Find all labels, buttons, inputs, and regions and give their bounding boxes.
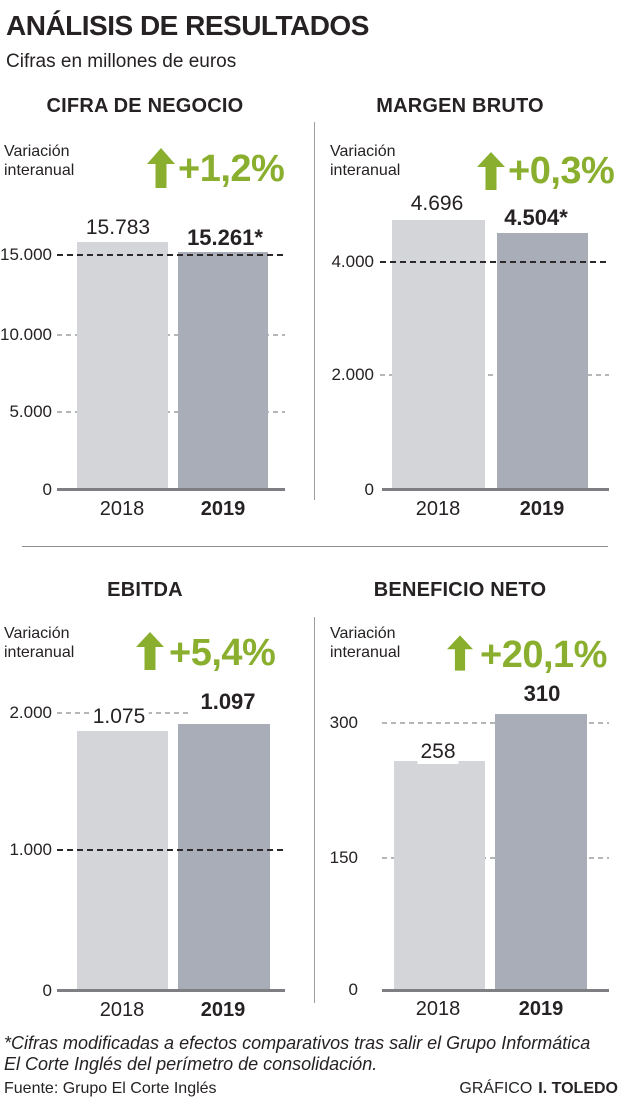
- variation-label: Variación interanual: [330, 625, 401, 661]
- page-title: ANÁLISIS DE RESULTADOS: [6, 10, 369, 41]
- vertical-divider-bottom: [314, 617, 315, 1003]
- y-tick: 150: [329, 848, 358, 867]
- variation-value: +1,2%: [178, 148, 285, 190]
- y-tick: 4.000: [331, 252, 374, 271]
- bar-2019: [178, 252, 268, 488]
- graphic-credit: GRÁFICO I. TOLEDO: [459, 1080, 618, 1098]
- gridline-5000: [57, 411, 285, 413]
- variation-label: Variación interanual: [4, 143, 75, 179]
- y-tick: 0: [42, 480, 52, 499]
- bar-2019: [497, 233, 588, 488]
- x-tick-2018: 2018: [415, 998, 461, 1020]
- gridline-4000: [380, 261, 609, 263]
- chart-title: CIFRA DE NEGOCIO: [46, 95, 244, 117]
- y-tick: 1.000: [9, 840, 52, 859]
- x-axis-baseline: [57, 488, 285, 491]
- x-axis-baseline: [382, 488, 609, 491]
- bar-2019: [178, 724, 270, 990]
- variation-value: +0,3%: [508, 150, 615, 192]
- arrow-up-icon: [147, 148, 175, 188]
- source-credit: Fuente: Grupo El Corte Inglés: [4, 1080, 217, 1097]
- y-tick: 0: [364, 480, 374, 499]
- y-tick: 10.000: [0, 325, 52, 344]
- y-tick: 5.000: [9, 402, 52, 421]
- variation-label: Variación interanual: [330, 143, 401, 179]
- x-axis-baseline: [382, 989, 609, 992]
- variation-value: +5,4%: [169, 632, 276, 674]
- vertical-divider-top: [314, 122, 315, 500]
- graphic-credit-name: I. TOLEDO: [538, 1080, 618, 1097]
- gridline-15000: [57, 254, 285, 256]
- value-label-2019: 4.504*: [501, 205, 571, 231]
- x-tick-2018: 2018: [99, 999, 145, 1021]
- chart-title: MARGEN BRUTO: [376, 95, 544, 117]
- x-tick-2019: 2019: [519, 498, 565, 520]
- x-axis-baseline: [57, 989, 285, 992]
- bar-2018: [392, 220, 485, 488]
- value-label-2018: 4.696: [407, 192, 467, 216]
- y-tick: 15.000: [0, 245, 52, 264]
- gridline-10000: [57, 334, 285, 336]
- value-label-2019: 310: [520, 681, 564, 707]
- bar-2018: [77, 242, 168, 488]
- chart-title: BENEFICIO NETO: [373, 579, 547, 601]
- y-tick: 0: [348, 980, 358, 999]
- x-tick-2019: 2019: [200, 999, 246, 1021]
- x-tick-2019: 2019: [518, 998, 564, 1020]
- value-label-2019: 1.097: [197, 689, 259, 715]
- variation-value: +20,1%: [480, 634, 607, 676]
- bar-2018: [77, 731, 168, 990]
- y-tick: 2.000: [331, 365, 374, 384]
- y-tick: 2.000: [9, 703, 52, 722]
- x-tick-2018: 2018: [415, 498, 461, 520]
- value-label-2019: 15.261*: [184, 225, 266, 251]
- graphic-credit-prefix: GRÁFICO: [459, 1080, 533, 1097]
- bar-2019: [495, 714, 587, 989]
- value-label-2018: 15.783: [82, 216, 154, 240]
- chart-title: EBITDA: [107, 579, 183, 601]
- footnote: *Cifras modificadas a efectos comparativ…: [4, 1033, 591, 1074]
- variation-label: Variación interanual: [4, 625, 75, 661]
- arrow-up-icon: [477, 152, 505, 190]
- bar-2018: [394, 761, 485, 989]
- section-divider: [22, 546, 608, 547]
- arrow-up-icon: [447, 635, 473, 671]
- gridline-2000: [380, 374, 609, 376]
- y-tick: 0: [42, 981, 52, 1000]
- x-tick-2018: 2018: [99, 498, 145, 520]
- y-tick: 300: [329, 713, 358, 732]
- gridline-1000: [57, 849, 285, 851]
- arrow-up-icon: [136, 632, 164, 670]
- value-label-2018: 258: [417, 740, 459, 764]
- page-subtitle: Cifras en millones de euros: [6, 51, 237, 72]
- value-label-2018: 1.075: [89, 705, 149, 729]
- x-tick-2019: 2019: [200, 498, 246, 520]
